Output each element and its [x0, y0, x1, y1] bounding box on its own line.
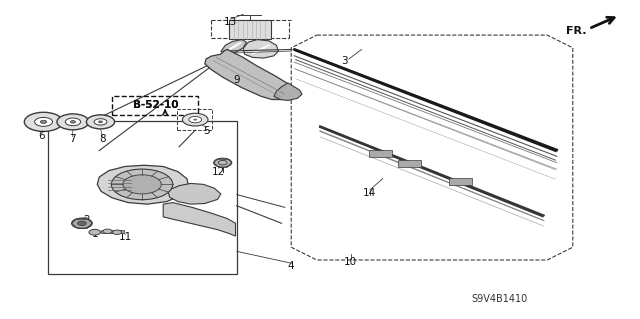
Bar: [112, 96, 198, 115]
Text: 4: 4: [288, 261, 294, 271]
Circle shape: [57, 114, 89, 130]
Text: 14: 14: [364, 188, 376, 198]
Polygon shape: [221, 40, 246, 54]
Text: B-52-10: B-52-10: [132, 100, 179, 110]
Circle shape: [70, 121, 76, 123]
Circle shape: [65, 118, 81, 126]
Polygon shape: [168, 183, 221, 204]
Circle shape: [72, 218, 92, 228]
Polygon shape: [205, 49, 291, 100]
Text: S9V4B1410: S9V4B1410: [471, 294, 527, 304]
Text: FR.: FR.: [566, 26, 586, 36]
Circle shape: [24, 112, 63, 131]
Text: 7: 7: [69, 134, 76, 144]
Text: 12: 12: [212, 167, 225, 177]
Text: B-52-10: B-52-10: [132, 100, 179, 110]
Text: 3: 3: [341, 56, 348, 66]
Polygon shape: [243, 40, 278, 58]
Text: 11: 11: [119, 232, 132, 242]
Circle shape: [189, 116, 202, 123]
Circle shape: [214, 158, 232, 167]
Circle shape: [182, 113, 208, 126]
Circle shape: [111, 169, 173, 200]
Polygon shape: [163, 203, 236, 236]
Bar: [229, 20, 271, 39]
Bar: [369, 150, 392, 157]
Text: 10: 10: [344, 257, 357, 267]
Circle shape: [89, 229, 100, 235]
Text: 6: 6: [38, 130, 45, 141]
Text: 9: 9: [234, 75, 240, 85]
Circle shape: [113, 230, 122, 234]
Circle shape: [35, 117, 52, 126]
Text: 8: 8: [99, 134, 106, 144]
Circle shape: [193, 119, 197, 121]
Bar: [101, 230, 124, 233]
Text: 5: 5: [203, 126, 209, 136]
Circle shape: [99, 121, 102, 123]
Text: 1: 1: [92, 229, 98, 240]
Text: 2: 2: [84, 215, 90, 225]
Circle shape: [94, 119, 107, 125]
Polygon shape: [97, 165, 189, 204]
Bar: [48, 121, 237, 274]
Bar: [449, 178, 472, 185]
Circle shape: [123, 175, 161, 194]
Text: 13: 13: [224, 17, 237, 27]
Polygon shape: [274, 83, 302, 100]
Circle shape: [40, 120, 47, 123]
Bar: [398, 160, 421, 167]
Circle shape: [77, 221, 86, 226]
Bar: [177, 109, 212, 130]
Circle shape: [103, 229, 112, 234]
Circle shape: [86, 115, 115, 129]
